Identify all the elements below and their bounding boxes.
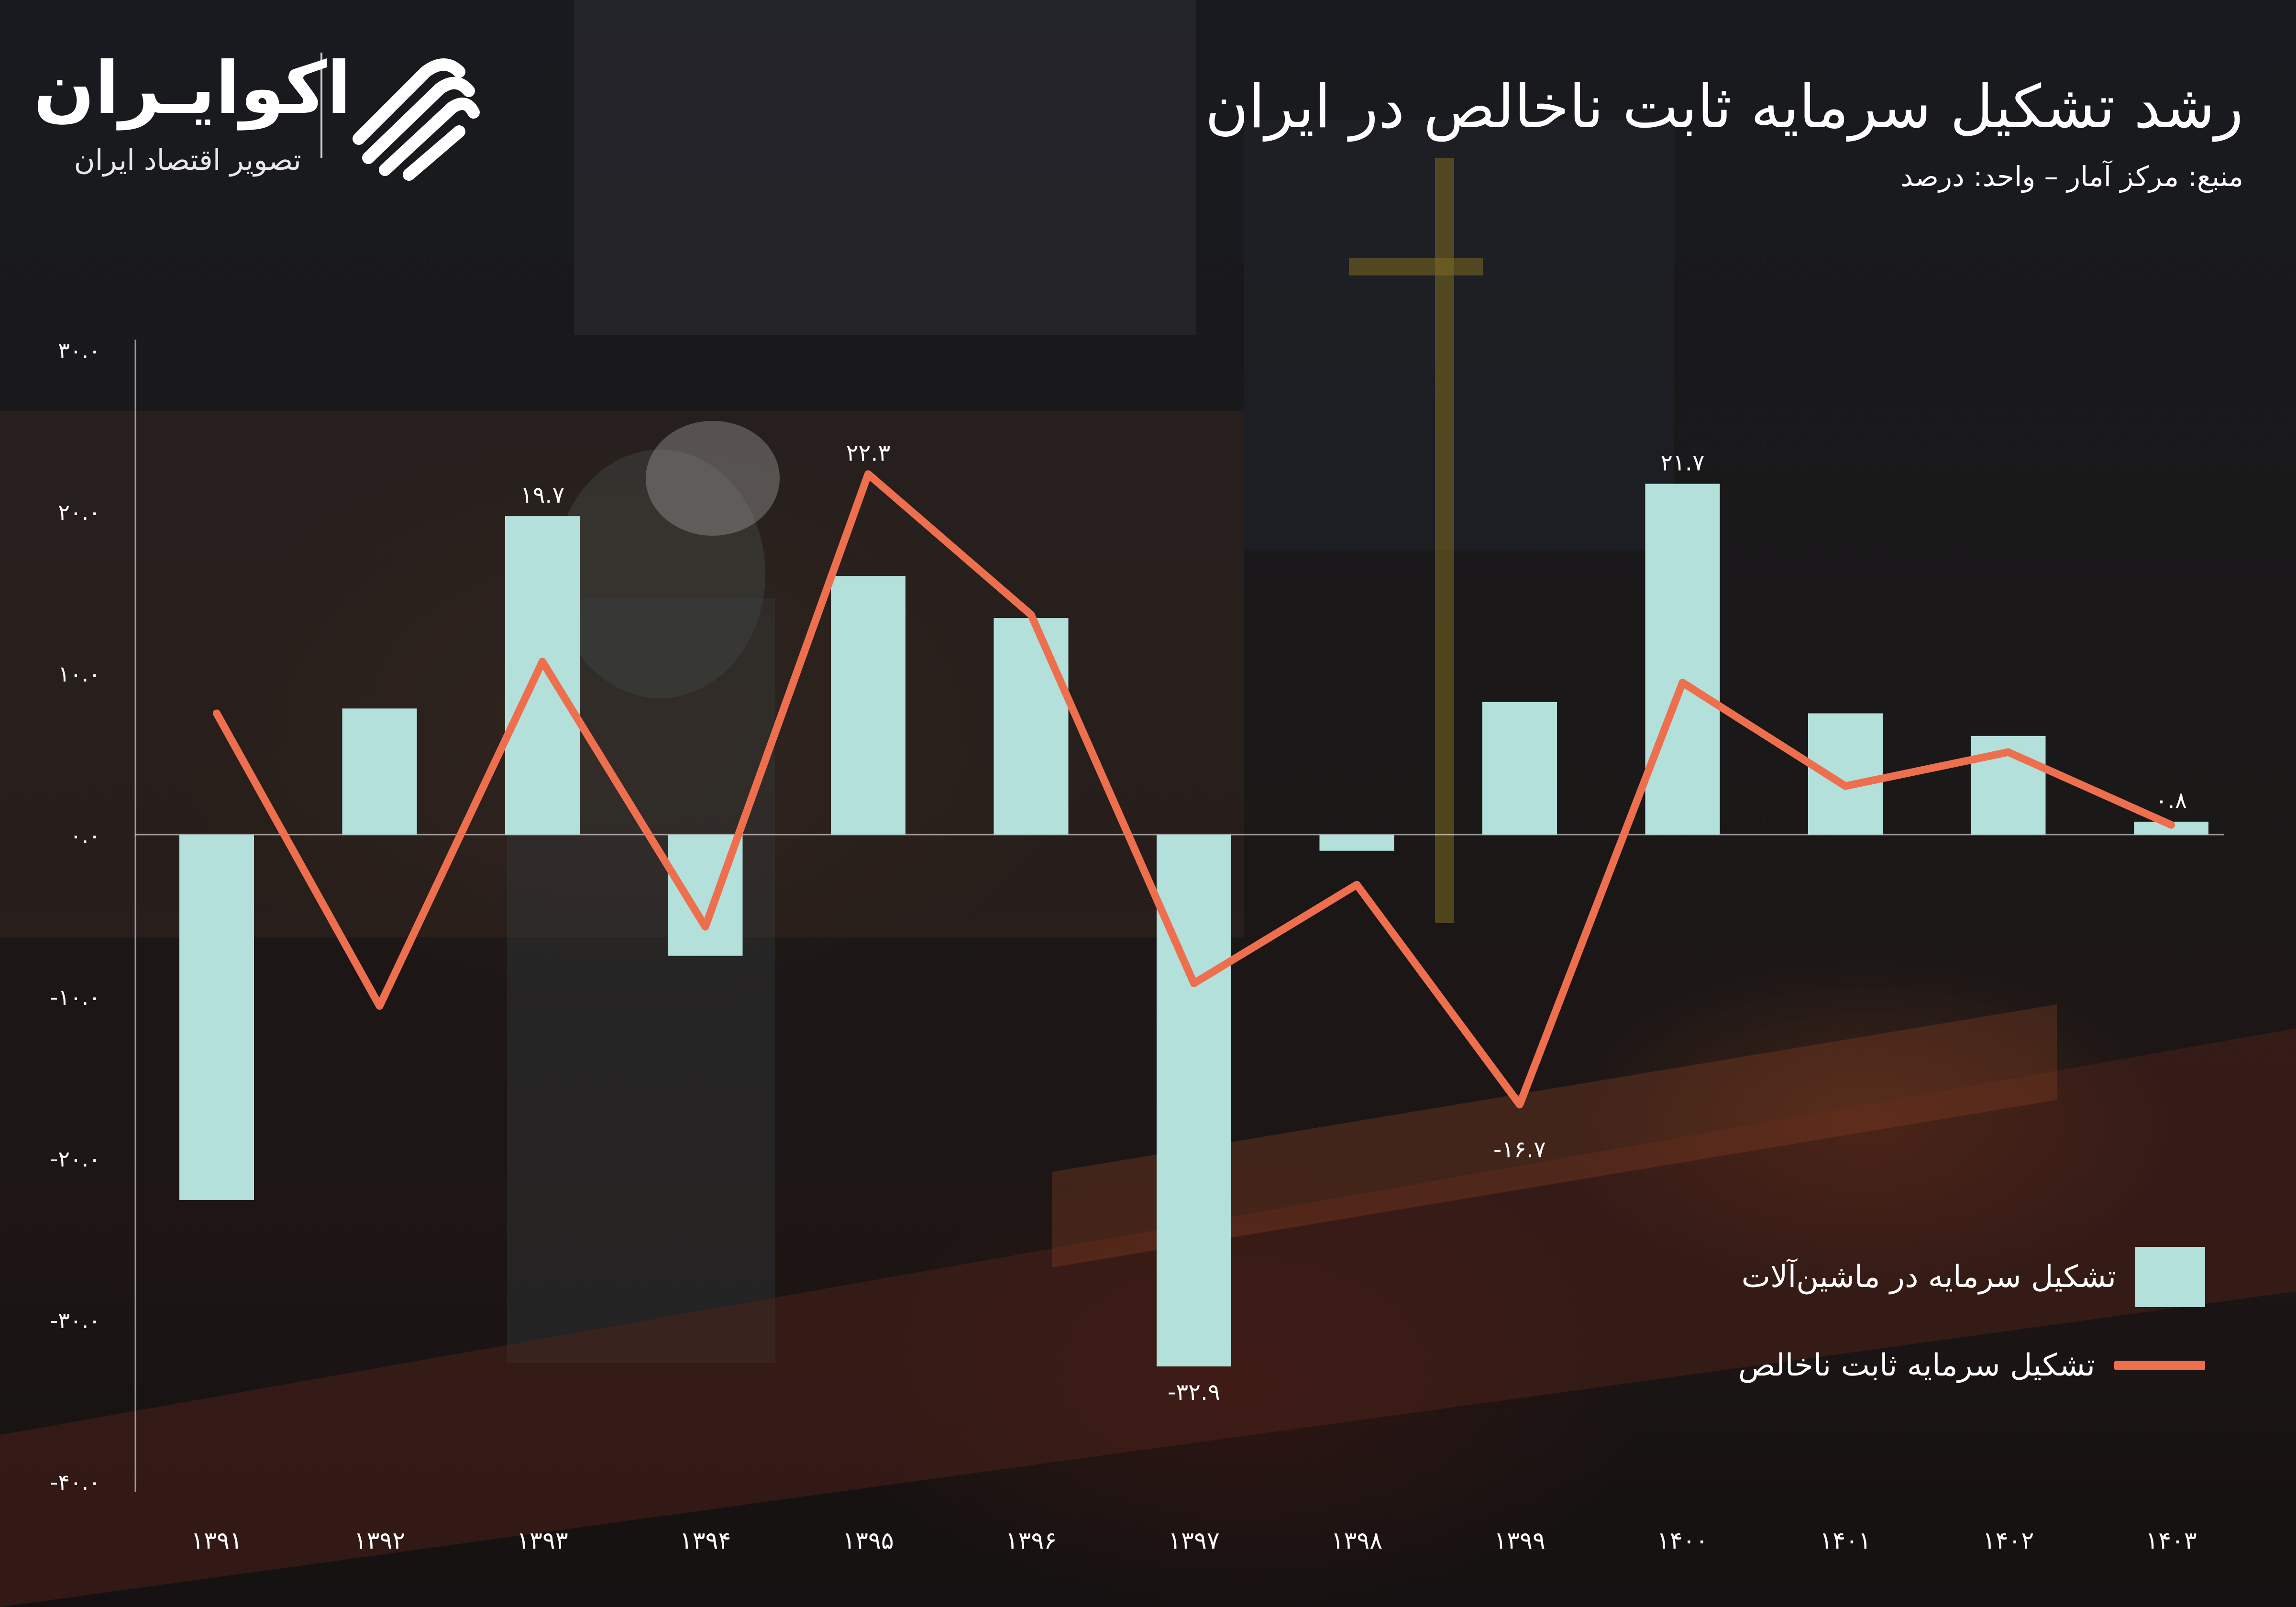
data-label: ۲۲.۳ [846, 440, 891, 466]
y-tick-label: ۲۰.۰ [58, 499, 100, 525]
x-tick-label: ۱۳۹۶ [1005, 1527, 1057, 1554]
data-label: ۰.۸ [2155, 787, 2187, 814]
x-tick-label: ۱۳۹۲ [354, 1527, 405, 1554]
chart-title: رشد تشکیل سرمایه ثابت ناخالص در ایران [1205, 73, 2243, 142]
legend-item-bars: تشکیل سرمایه در ماشین‌آلات [1742, 1246, 2205, 1308]
legend-label-line: تشکیل سرمایه ثابت ناخالص [1738, 1348, 2095, 1383]
bar [505, 516, 580, 835]
data-label: -۳۲.۹ [1168, 1379, 1220, 1406]
logo-divider [320, 53, 322, 158]
legend-swatch-bars [2135, 1247, 2205, 1307]
bar [831, 576, 905, 835]
y-tick-label: -۳۰.۰ [50, 1308, 100, 1333]
y-axis-ticks: ۳۰.۰ ۲۰.۰ ۱۰.۰ ۰.۰ -۱۰.۰ -۲۰.۰ -۳۰.۰ -۴۰.۰ [50, 338, 100, 1495]
x-axis-labels: ۱۳۹۱ ۱۳۹۲ ۱۳۹۳ ۱۳۹۴ ۱۳۹۵ ۱۳۹۶ ۱۳۹۷ ۱۳۹۸ ۱۳۹۹ ۱۴۰۰… [191, 1527, 2197, 1554]
bar [1157, 835, 1231, 1367]
x-tick-label: ۱۴۰۲ [1983, 1527, 2034, 1554]
x-tick-label: ۱۳۹۳ [517, 1527, 568, 1554]
y-tick-label: -۱۰.۰ [50, 984, 100, 1010]
y-tick-label: ۱۰.۰ [58, 661, 100, 687]
bar [1482, 702, 1557, 835]
x-tick-label: ۱۳۹۹ [1494, 1527, 1545, 1554]
x-tick-label: ۱۳۹۱ [191, 1527, 242, 1554]
legend-item-line: تشکیل سرمایه ثابت ناخالص [1738, 1334, 2205, 1397]
series-line [213, 470, 2175, 1109]
bar [1319, 835, 1394, 851]
legend-label-bars: تشکیل سرمایه در ماشین‌آلات [1741, 1259, 2116, 1295]
x-tick-label: ۱۴۰۱ [1820, 1527, 1871, 1554]
brand-mark-icon [353, 58, 480, 181]
y-tick-label: ۳۰.۰ [58, 338, 100, 363]
bar [1645, 484, 1720, 835]
x-tick-label: ۱۳۹۷ [1168, 1527, 1219, 1554]
bar [179, 835, 254, 1200]
line-series [213, 470, 2175, 1109]
y-tick-label: ۰.۰ [70, 823, 100, 848]
data-label: ۲۱.۷ [1660, 450, 1705, 476]
brand-tagline: تصویر اقتصاد ایران [74, 143, 301, 177]
bar-series [179, 484, 2208, 1367]
data-labels: ۱۹.۷ ۲۲.۳ -۳۲.۹ -۱۶.۷ ۲۱.۷ ۰.۸ [520, 440, 2187, 1406]
data-label: ۱۹.۷ [520, 482, 565, 508]
source-line: منبع: مرکز آمار – واحد: درصد [1900, 160, 2243, 193]
x-tick-label: ۱۳۹۵ [842, 1527, 894, 1554]
brand-logo: اکوایـران تصویر اقتصاد ایران [33, 33, 480, 181]
x-tick-label: ۱۳۹۴ [680, 1527, 731, 1554]
x-tick-label: ۱۴۰۳ [2145, 1527, 2197, 1554]
bar [993, 618, 1069, 835]
legend-swatch-line [2114, 1361, 2205, 1370]
data-label: -۱۶.۷ [1493, 1136, 1546, 1163]
y-tick-label: -۲۰.۰ [50, 1146, 100, 1172]
bar [342, 708, 417, 835]
x-tick-label: ۱۳۹۸ [1331, 1527, 1382, 1554]
x-tick-label: ۱۴۰۰ [1657, 1527, 1708, 1554]
brand-name: اکوایـران [33, 47, 352, 130]
y-tick-label: -۴۰.۰ [50, 1469, 100, 1495]
